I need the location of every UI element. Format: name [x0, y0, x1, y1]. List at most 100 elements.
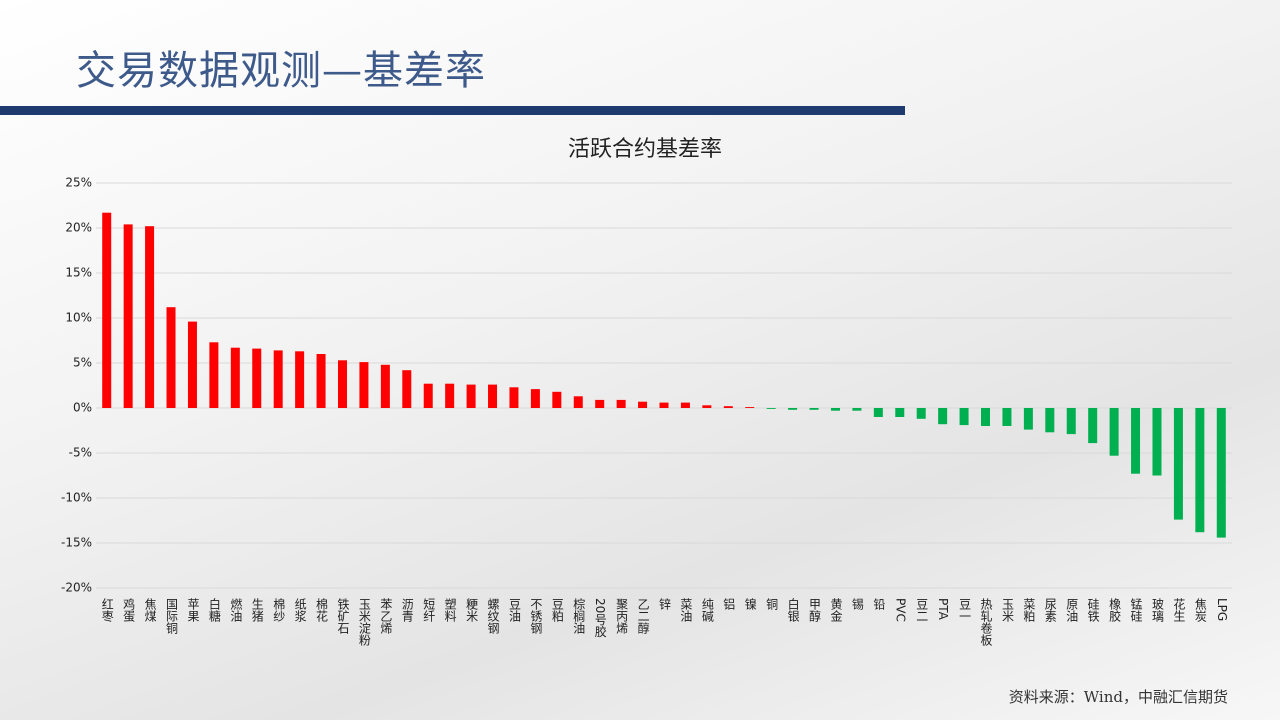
bar: [337, 360, 347, 408]
y-tick-label: 25%: [65, 176, 92, 190]
bar: [230, 347, 240, 408]
x-tick-label: 短纤: [422, 598, 436, 622]
bar: [573, 396, 583, 408]
y-tick-label: 20%: [65, 221, 92, 235]
x-tick-label: 纸浆: [293, 598, 307, 622]
x-tick-label: 黄金: [829, 598, 843, 622]
bar: [809, 408, 819, 410]
y-tick-label: -5%: [69, 446, 92, 460]
x-tick-label: 焦煤: [143, 598, 157, 622]
slide-title: 交易数据观测—基差率: [76, 48, 486, 94]
y-tick-label: 15%: [65, 266, 92, 280]
x-tick-label: 热轧卷板: [979, 598, 993, 647]
y-tick-label: 10%: [65, 311, 92, 325]
x-tick-label: 铜: [765, 597, 779, 610]
x-tick-label: 白银: [786, 597, 800, 622]
bar: [1152, 408, 1162, 476]
x-tick-label: 橡胶: [1108, 598, 1122, 623]
x-tick-label: 原油: [1065, 598, 1079, 622]
bar: [1088, 408, 1098, 444]
bar: [1109, 408, 1119, 456]
bar: [873, 408, 883, 417]
x-tick-label: LPG: [1215, 598, 1229, 621]
bar: [509, 387, 519, 408]
bar: [723, 406, 733, 408]
x-tick-label: 玉米: [1000, 598, 1014, 622]
bar: [938, 408, 948, 425]
x-tick-label: 尿素: [1043, 598, 1057, 622]
x-tick-label: 焦炭: [1193, 598, 1207, 623]
x-tick-label: 红枣: [100, 597, 114, 623]
bar: [402, 370, 412, 408]
bar: [1066, 408, 1076, 435]
chart-title: 活跃合约基差率: [568, 137, 722, 162]
bar: [616, 399, 626, 408]
bar: [295, 351, 305, 408]
bar: [745, 407, 755, 408]
x-tick-label: PVC: [893, 598, 907, 622]
x-tick-label: 玻璃: [1150, 598, 1164, 623]
x-tick-label: 花生: [1172, 597, 1186, 622]
bar: [680, 402, 690, 408]
x-tick-label: 苹果: [186, 598, 200, 622]
x-tick-label: 菜油: [679, 598, 693, 622]
bar: [359, 362, 369, 408]
x-tick-label: 豆油: [507, 598, 521, 622]
x-tick-label: 塑料: [443, 597, 457, 622]
bar: [1045, 408, 1055, 433]
bar: [488, 384, 498, 408]
x-tick-label: 不锈钢: [529, 598, 543, 634]
bar: [187, 321, 197, 408]
bar: [166, 307, 176, 408]
bar: [959, 408, 969, 426]
x-tick-label: 镍: [743, 598, 757, 610]
bar: [659, 402, 669, 408]
x-tick-label: 锰硅: [1129, 597, 1143, 622]
bar: [895, 408, 905, 417]
x-tick-label: 乙二醇: [636, 598, 650, 634]
bar: [102, 212, 112, 408]
bar: [316, 354, 326, 408]
x-tick-label: 粳米: [465, 598, 479, 622]
x-tick-label: 棉花: [315, 598, 329, 623]
x-tick-label: 硅铁: [1086, 598, 1100, 622]
y-tick-label: -10%: [61, 491, 92, 505]
bar: [445, 383, 455, 408]
bar: [595, 399, 605, 408]
x-tick-label: 国际铜: [165, 598, 179, 634]
bar: [702, 405, 712, 408]
x-tick-label: 棕榈油: [572, 597, 586, 634]
x-tick-label: 纯碱: [700, 598, 714, 623]
x-tick-label: PTA: [936, 598, 950, 621]
title-bar: [0, 106, 905, 115]
bar: [1216, 408, 1226, 538]
x-tick-label: 锌: [658, 598, 672, 610]
x-tick-label: 20号胶: [593, 598, 607, 638]
bar: [466, 384, 476, 408]
x-tick-label: 聚丙烯: [615, 598, 629, 634]
bar: [552, 391, 562, 408]
bar: [145, 226, 155, 408]
x-tick-label: 铁矿石: [336, 598, 350, 634]
bar: [766, 408, 776, 409]
bar: [530, 389, 540, 408]
y-tick-label: -15%: [61, 536, 92, 550]
bar: [1195, 408, 1205, 533]
y-tick-label: -20%: [61, 581, 92, 595]
x-tick-label: 豆二: [915, 598, 929, 622]
source-note: 资料来源：Wind，中融汇信期货: [1008, 688, 1228, 706]
y-tick-label: 0%: [73, 401, 92, 415]
bar: [1131, 408, 1141, 474]
y-tick-label: 5%: [73, 356, 92, 370]
bar: [916, 408, 926, 419]
bar: [380, 364, 390, 408]
x-tick-label: 甲醇: [808, 598, 822, 622]
x-tick-label: 豆一: [958, 598, 972, 622]
x-tick-label: 螺纹钢: [486, 598, 500, 634]
x-tick-label: 生猪: [250, 598, 264, 623]
bar: [788, 408, 798, 410]
bar: [123, 224, 133, 408]
x-tick-label: 棉纱: [272, 598, 286, 622]
